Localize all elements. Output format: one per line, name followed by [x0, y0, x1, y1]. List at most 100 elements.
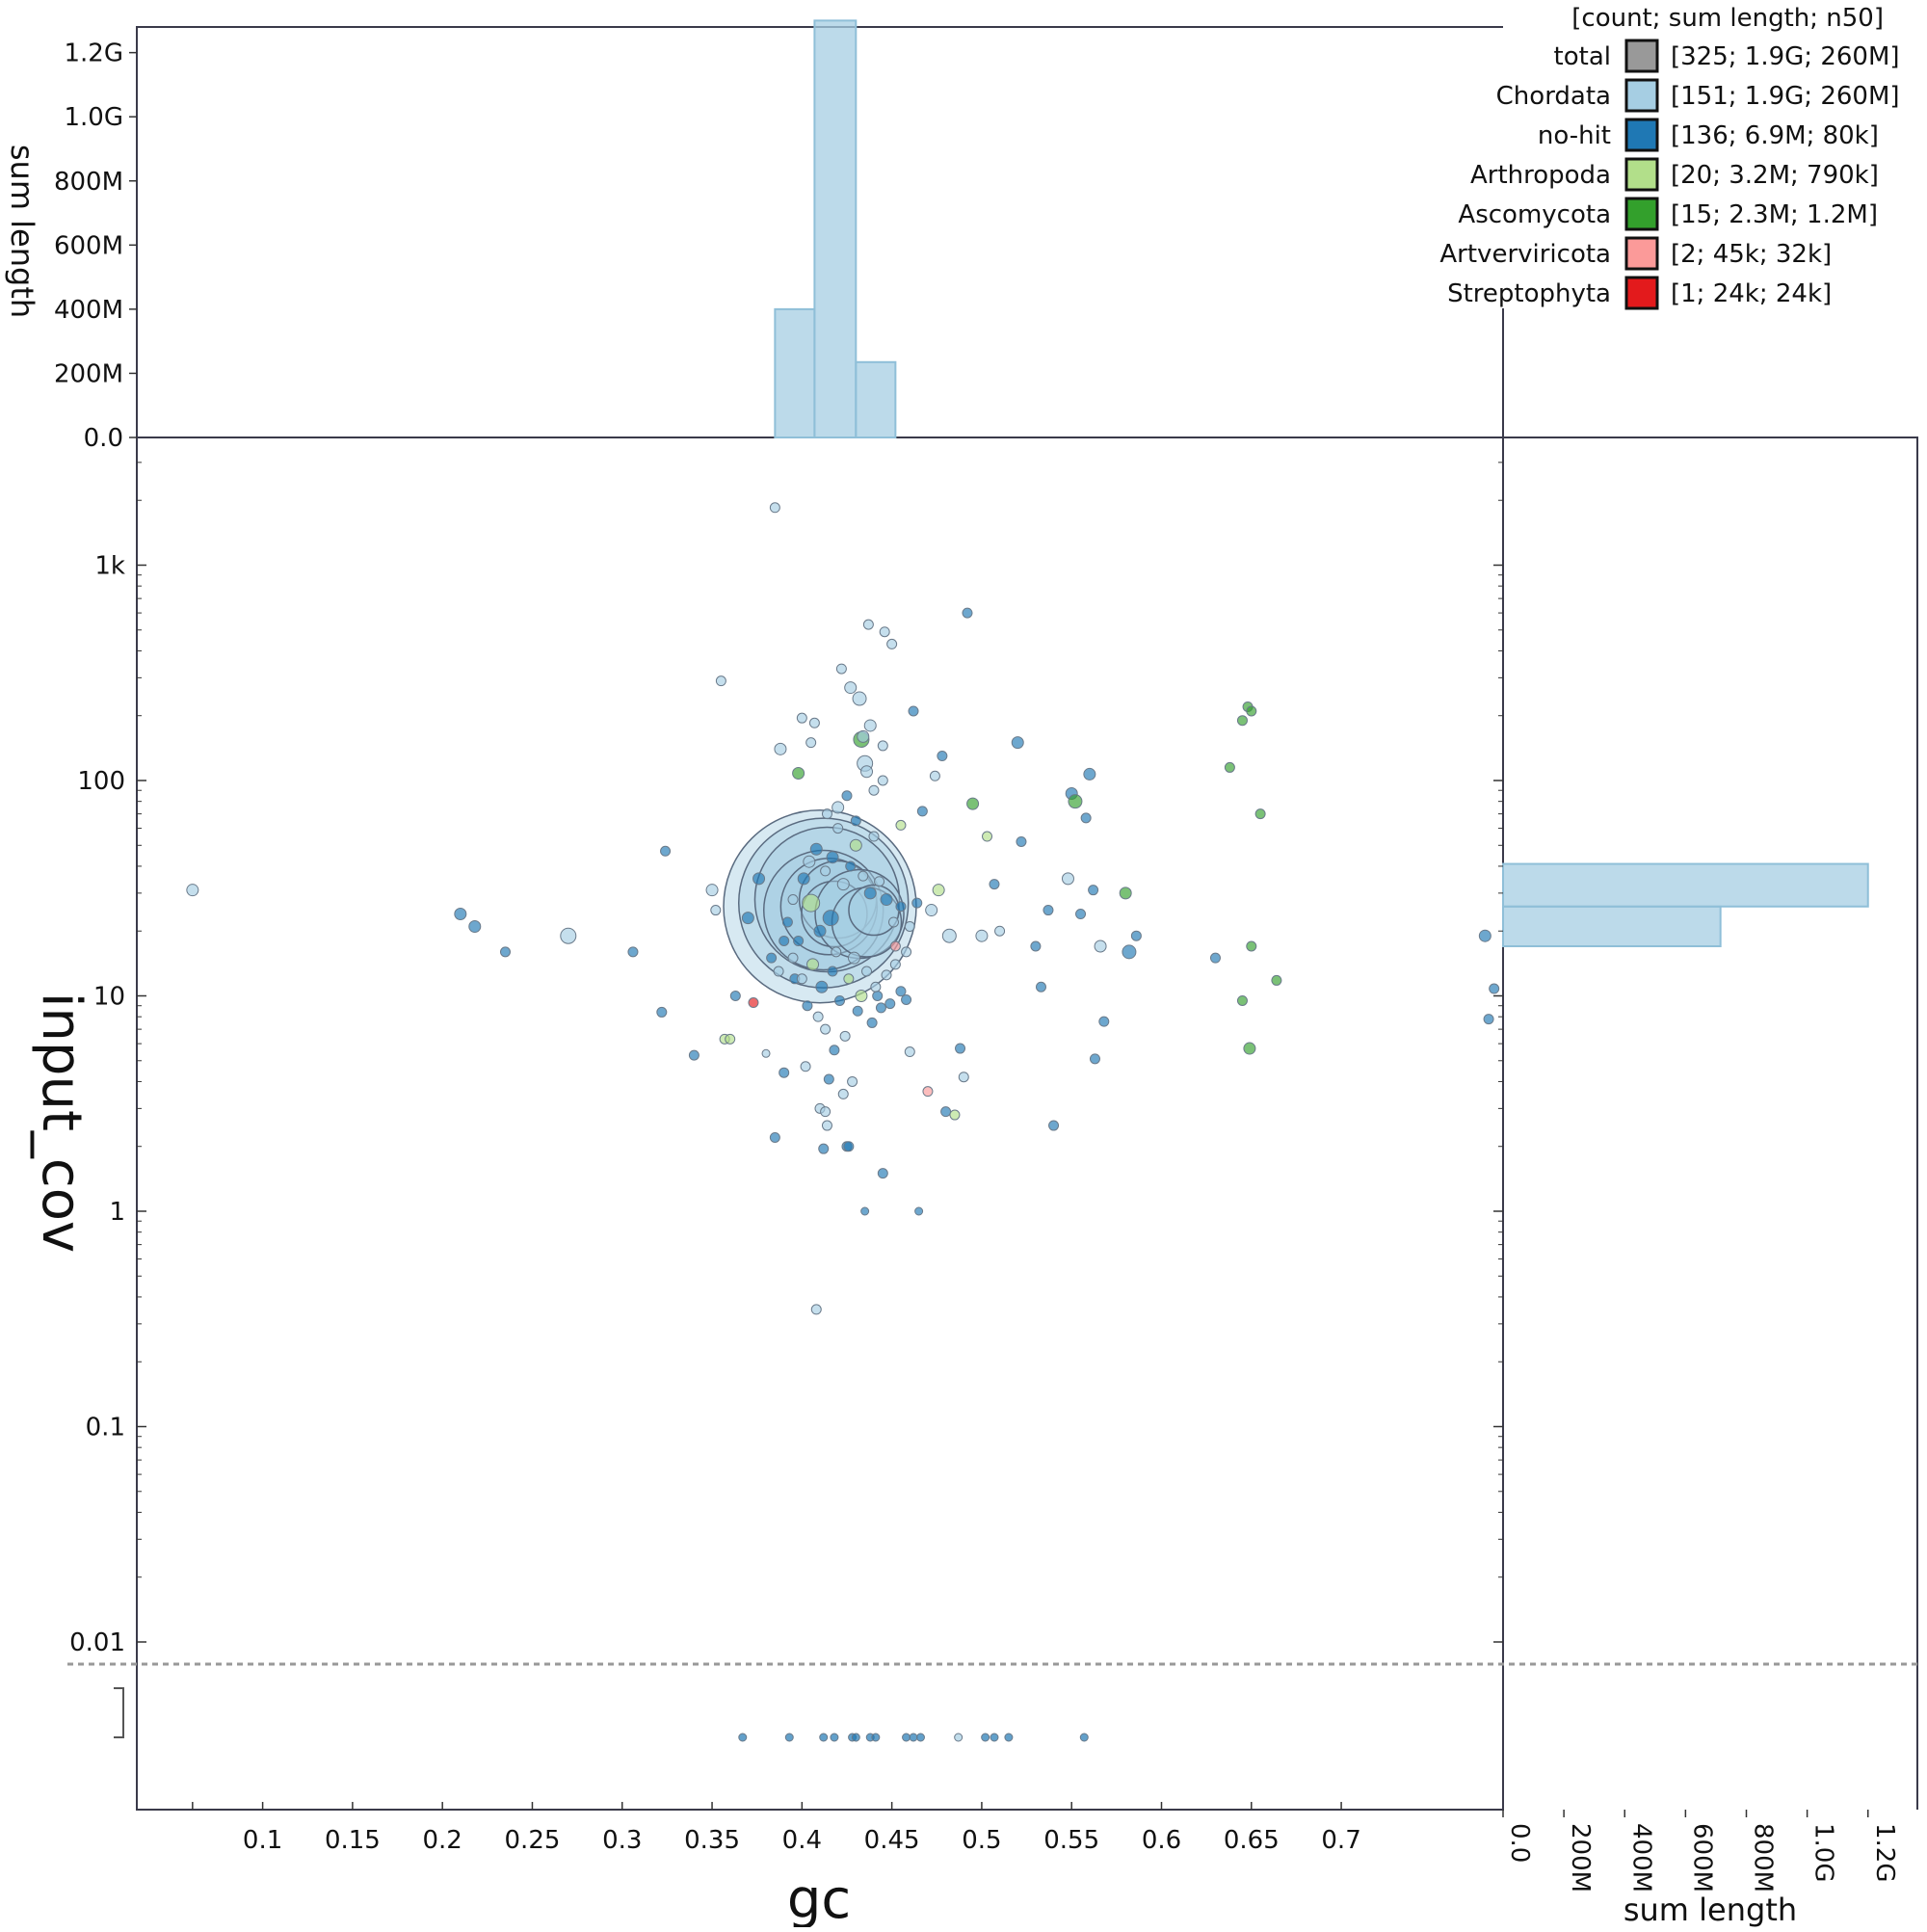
zero-row-point: [819, 1733, 829, 1742]
top-hist-tick-label: 0.0: [84, 424, 123, 453]
scatter-point: [1048, 1120, 1060, 1131]
scatter-point: [741, 912, 754, 925]
scatter-point: [806, 958, 820, 971]
scatter-point: [779, 935, 790, 946]
y-tick-label: 0.1: [86, 1414, 125, 1442]
scatter-point: [875, 1002, 886, 1014]
scatter-point: [955, 1043, 966, 1054]
zero-row-point: [784, 1733, 794, 1742]
scatter-point: [710, 905, 722, 916]
scatter-point: [1119, 887, 1132, 900]
scatter-point: [884, 998, 896, 1010]
scatter-point: [982, 831, 993, 842]
legend-label: Chordata: [1496, 82, 1611, 111]
scatter-point: [729, 991, 741, 1001]
scatter-point: [1489, 983, 1500, 994]
scatter-point: [886, 638, 898, 649]
right-hist-tick-label: 600M: [1687, 1823, 1716, 1892]
scatter-point: [805, 737, 817, 749]
y-tick-label: 10: [93, 983, 125, 1012]
legend-stats: [1; 24k; 24k]: [1671, 279, 1832, 308]
top-hist-bar: [855, 360, 897, 438]
scatter-point: [870, 981, 882, 992]
scatter-point: [832, 801, 845, 814]
scatter-point: [779, 1067, 790, 1078]
scatter-point: [818, 1143, 830, 1154]
scatter-point: [895, 986, 907, 997]
scatter-point: [1246, 705, 1257, 717]
scatter-point: [769, 1131, 780, 1143]
scatter-point: [904, 920, 915, 932]
right-hist-bar: [1502, 862, 1869, 908]
scatter-point: [863, 719, 877, 732]
scatter-point: [1224, 761, 1235, 773]
scatter-point: [808, 717, 820, 728]
legend-swatch: [1624, 39, 1659, 73]
scatter-point: [958, 1072, 969, 1083]
scatter-point: [820, 865, 832, 877]
scatter-point: [787, 952, 799, 964]
legend-label: total: [1554, 42, 1611, 71]
x-tick-label: 0.45: [864, 1826, 920, 1855]
scatter-point: [847, 1075, 858, 1087]
scatter-point: [454, 908, 467, 921]
scatter-point: [815, 980, 829, 993]
x-tick-label: 0.5: [962, 1826, 1001, 1855]
zero-row-point: [990, 1733, 999, 1742]
scatter-point: [877, 775, 888, 786]
legend-header: [count; sum length; n50]: [1571, 4, 1884, 33]
scatter-point: [1122, 944, 1137, 960]
zero-row-bracket: [114, 1687, 124, 1738]
scatter-point: [989, 879, 1000, 890]
scatter-point: [1075, 909, 1087, 920]
scatter-point: [940, 1106, 952, 1118]
x-tick-label: 0.35: [684, 1826, 740, 1855]
scatter-point: [773, 966, 784, 977]
scatter-point: [812, 1011, 824, 1022]
scatter-point: [835, 663, 847, 675]
scatter-point: [841, 790, 853, 802]
scatter-point: [1094, 940, 1107, 953]
scatter-point: [796, 973, 807, 985]
x-tick-label: 0.65: [1224, 1826, 1280, 1855]
scatter-point: [769, 502, 780, 514]
y-tick-label: 1k: [94, 552, 125, 581]
scatter-point: [843, 973, 855, 985]
scatter-point: [796, 712, 807, 724]
scatter-point: [881, 969, 892, 981]
top-hist-frame: [136, 26, 1503, 437]
top-hist-tick-label: 800M: [54, 168, 123, 197]
legend-label: Ascomycota: [1458, 200, 1611, 229]
scatter-point: [834, 994, 846, 1006]
scatter-point: [929, 770, 940, 781]
scatter-point: [627, 946, 639, 958]
scatter-point: [839, 1030, 851, 1042]
scatter-point: [1035, 981, 1046, 992]
scatter-point: [962, 607, 973, 619]
y-tick-label: 0.01: [69, 1628, 125, 1657]
right-hist-tick-label: 0.0: [1505, 1823, 1534, 1863]
scatter-point: [1243, 1042, 1256, 1055]
scatter-point: [1011, 736, 1024, 750]
legend-stats: [15; 2.3M; 1.2M]: [1671, 200, 1878, 229]
scatter-point: [766, 952, 778, 964]
scatter-point: [855, 990, 868, 1002]
scatter-point: [823, 1073, 834, 1085]
x-tick-label: 0.3: [602, 1826, 642, 1855]
scatter-point: [715, 675, 726, 687]
scatter-point: [468, 919, 482, 933]
scatter-point: [866, 1017, 878, 1028]
legend-stats: [20; 3.2M; 790k]: [1671, 161, 1879, 190]
y-tick-label: 100: [77, 767, 125, 796]
scatter-point: [1236, 715, 1248, 727]
scatter-point: [901, 993, 912, 1005]
legend-label: Arthropoda: [1470, 161, 1611, 190]
scatter-point: [781, 916, 793, 928]
x-tick-label: 0.2: [423, 1826, 462, 1855]
scatter-point: [844, 681, 858, 695]
scatter-point: [966, 797, 980, 810]
right-hist-tick-label: 200M: [1566, 1823, 1595, 1892]
scatter-point: [908, 705, 919, 717]
scatter-point: [802, 893, 821, 913]
